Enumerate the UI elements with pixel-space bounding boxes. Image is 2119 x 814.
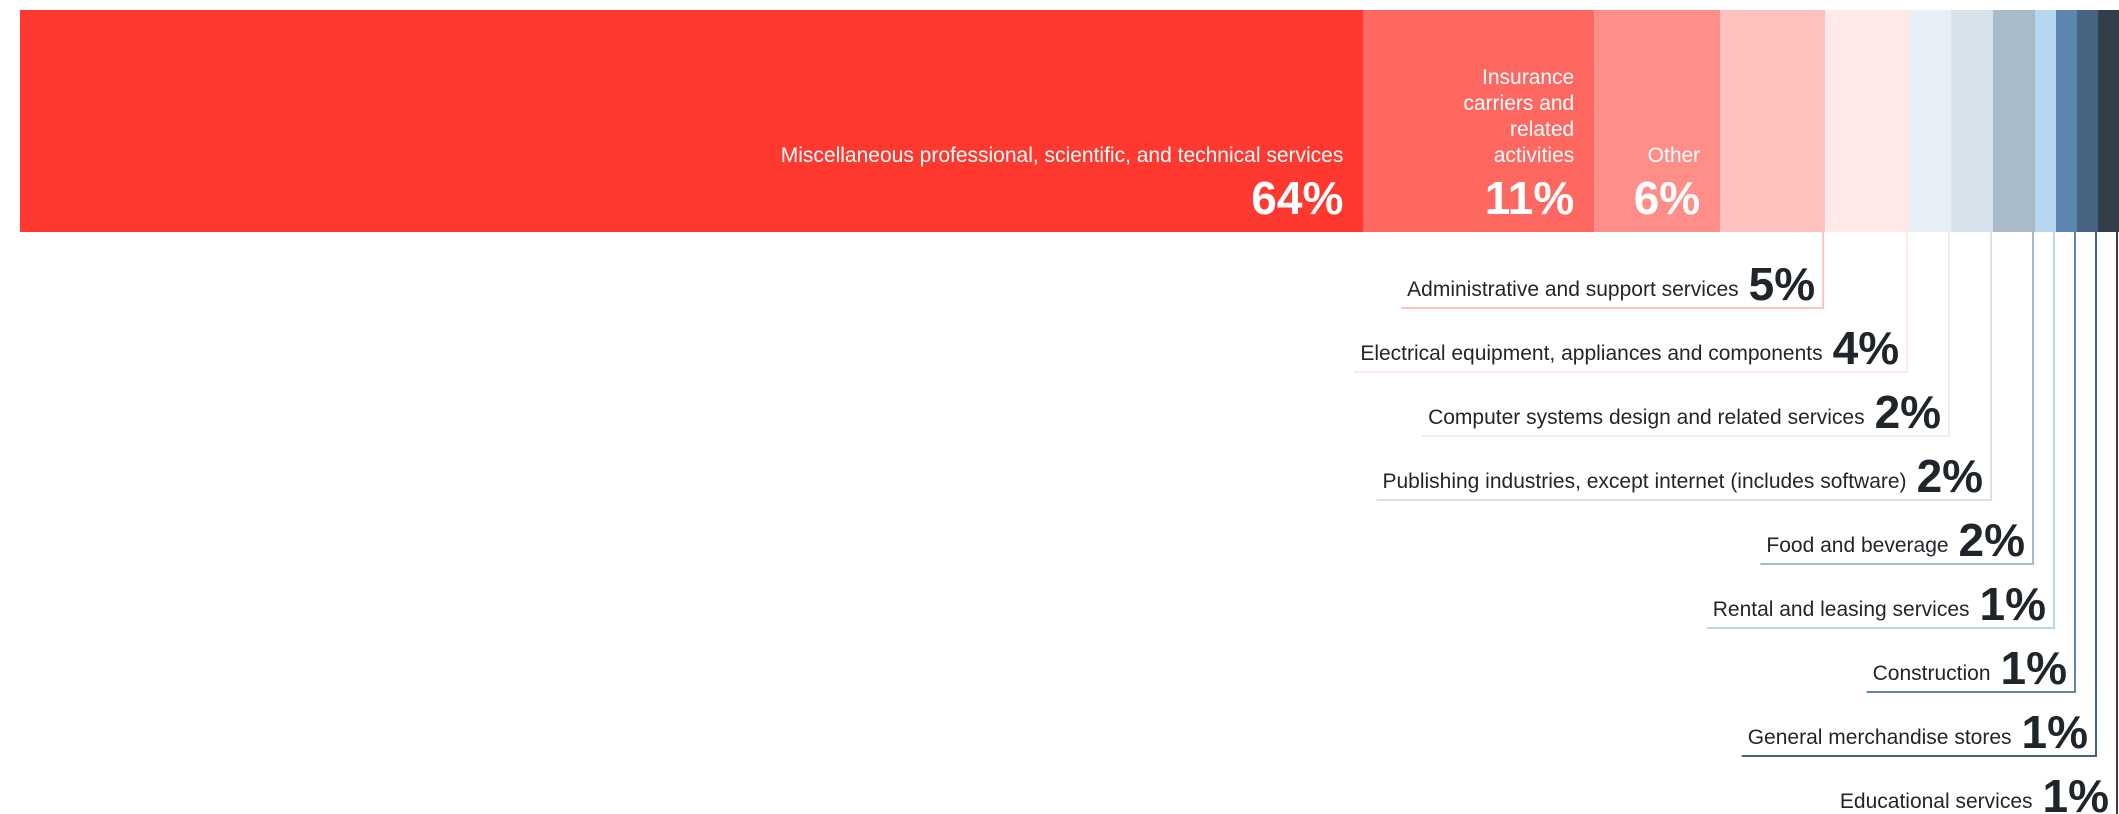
segment-category-label: Miscellaneous professional, scientific, … (781, 144, 1344, 167)
leader-line (1376, 232, 1993, 501)
leader-line (1422, 232, 1951, 437)
segment-category-label: Educational services (1840, 790, 2033, 813)
segment-value-label: 2% (1917, 450, 1983, 502)
bar-segment (2056, 10, 2078, 232)
segment-value-label: 6% (1634, 172, 1700, 224)
bar-segment (1720, 10, 1826, 232)
segment-category-label: General merchandise stores (1748, 726, 2012, 749)
leader-line (1401, 232, 1825, 309)
segment-value-label: 1% (1980, 578, 2046, 630)
bar-segment (1909, 10, 1952, 232)
bar-segment (1993, 10, 2036, 232)
segment-value-label: 64% (1251, 172, 1343, 224)
leader-line (1866, 232, 2077, 693)
segment-category-label: Computer systems design and related serv… (1428, 406, 1865, 429)
bar-segment (1594, 10, 1721, 232)
bar-segment (1951, 10, 1994, 232)
bar-segment (1825, 10, 1910, 232)
segment-category-label: Other (1648, 144, 1701, 167)
segment-value-label: 2% (1959, 514, 2025, 566)
segment-value-label: 1% (2022, 706, 2088, 758)
segment-value-label: 5% (1749, 258, 1815, 310)
segment-category-label: Food and beverage (1766, 534, 1948, 557)
leader-lines (1354, 232, 2118, 814)
segment-value-label: 4% (1833, 322, 1899, 374)
leader-line (2116, 232, 2118, 814)
segment-value-label: 2% (1875, 386, 1941, 438)
segment-category-label: Construction (1873, 662, 1991, 685)
leader-line (1706, 232, 2056, 629)
segment-category-label: Electrical equipment, appliances and com… (1360, 342, 1822, 365)
segment-category-label: Administrative and support services (1407, 278, 1738, 301)
segment-category-label: Insurance carriers and related activities (1463, 66, 1574, 167)
bar-segment (1363, 10, 1595, 232)
segment-value-label: 1% (2043, 770, 2109, 814)
segment-category-label: Publishing industries, except internet (… (1382, 470, 1906, 493)
bar-segments (20, 10, 2119, 232)
bar-segment (2098, 10, 2119, 232)
bar-labels: Miscellaneous professional, scientific, … (781, 66, 2109, 814)
bar-segment (2035, 10, 2057, 232)
segment-category-label: Rental and leasing services (1713, 598, 1970, 621)
leader-line (1354, 232, 1909, 373)
bar-segment (20, 10, 1364, 232)
bar-segment (2077, 10, 2099, 232)
leader-line (1741, 232, 2098, 757)
segment-value-label: 11% (1485, 172, 1575, 224)
leader-line (1760, 232, 2035, 565)
segment-value-label: 1% (2001, 642, 2067, 694)
